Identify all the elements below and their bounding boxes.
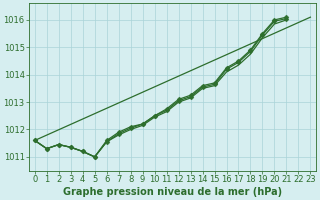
- X-axis label: Graphe pression niveau de la mer (hPa): Graphe pression niveau de la mer (hPa): [63, 187, 282, 197]
